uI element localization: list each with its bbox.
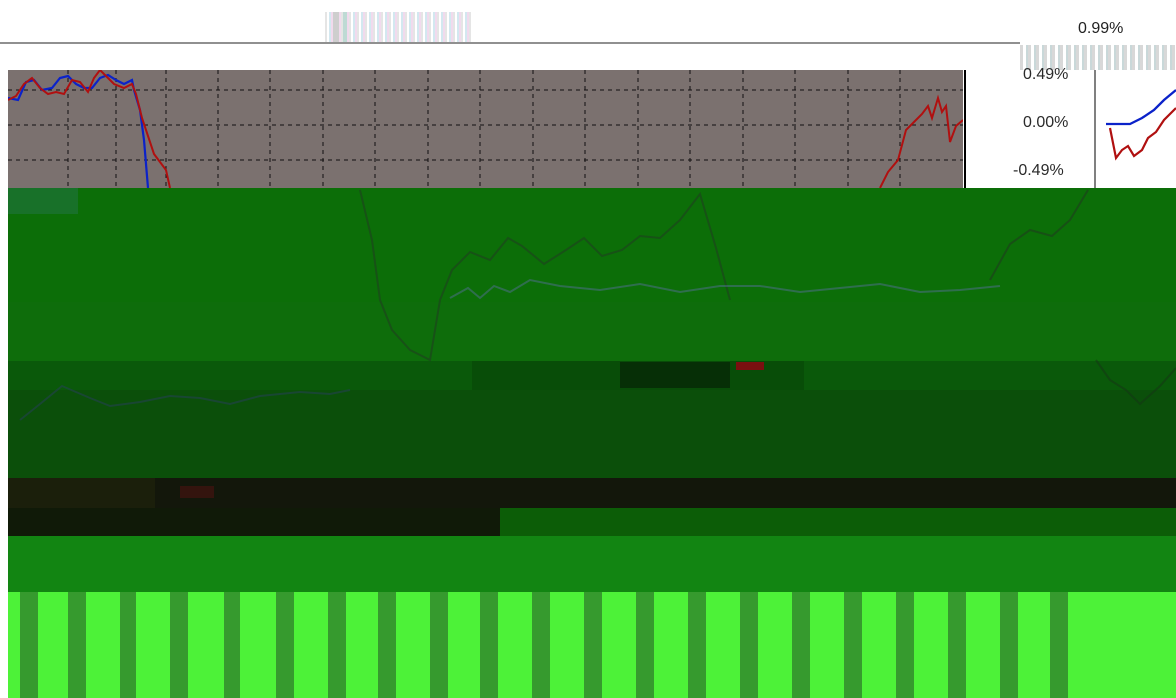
glitch-band bbox=[8, 390, 1176, 478]
top-percent-label: 0.99% bbox=[1078, 20, 1124, 37]
y-axis-divider bbox=[964, 70, 1096, 188]
series-red-line-right bbox=[879, 94, 963, 188]
mini-series-blue bbox=[1106, 89, 1176, 126]
glitch-band bbox=[8, 536, 1176, 592]
glitch-band bbox=[8, 302, 1176, 361]
mini-chart-series bbox=[1106, 89, 1176, 161]
series-blue-line bbox=[8, 73, 150, 188]
chart-grid-and-series bbox=[8, 70, 963, 188]
series-red-line bbox=[8, 70, 171, 188]
y-axis-panel: 0.49% 0.00% -0.49% bbox=[963, 66, 1098, 188]
corrupted-title-area bbox=[325, 12, 473, 42]
y-axis-label-neg049: -0.49% bbox=[1013, 162, 1064, 179]
y-axis-label-000: 0.00% bbox=[1023, 114, 1069, 131]
time-axis-ruler bbox=[0, 42, 1020, 44]
corrupted-mini-header bbox=[1020, 45, 1176, 70]
main-price-chart[interactable] bbox=[8, 70, 963, 188]
top-strip bbox=[0, 0, 1176, 70]
mini-series-red bbox=[1108, 107, 1176, 161]
glitch-band-bright bbox=[8, 592, 1176, 698]
grid-lines bbox=[8, 70, 963, 188]
glitch-band bbox=[8, 478, 1176, 508]
glitch-band bbox=[8, 188, 1176, 302]
mini-chart[interactable] bbox=[1098, 70, 1176, 188]
glitch-band bbox=[8, 508, 1176, 536]
y-axis-label-049: 0.49% bbox=[1023, 66, 1069, 83]
glitch-band bbox=[8, 361, 1176, 390]
